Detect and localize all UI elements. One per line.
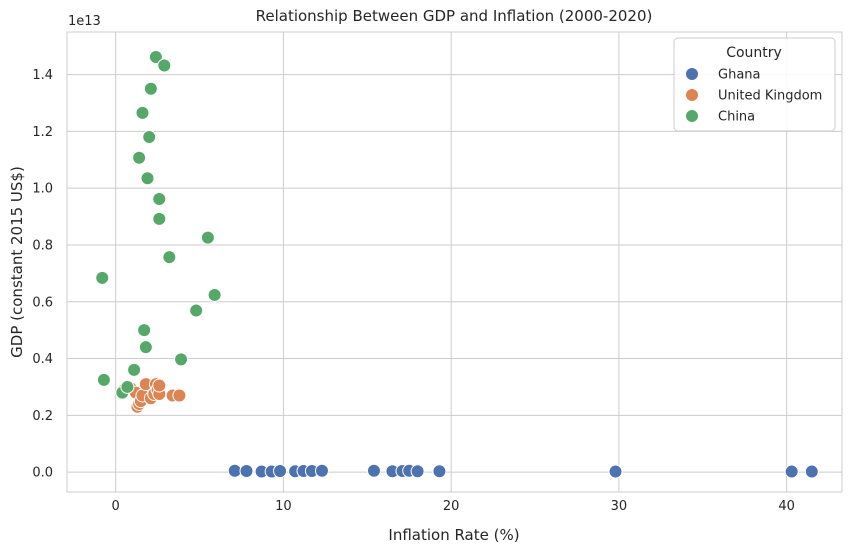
data-point [127, 362, 142, 377]
x-axis-label: Inflation Rate (%) [388, 526, 519, 544]
data-point [174, 352, 189, 367]
data-point [200, 230, 215, 245]
series-china [95, 49, 222, 400]
data-point [410, 464, 425, 479]
x-tick-label: 0 [112, 499, 120, 514]
data-point [138, 340, 153, 355]
y-tick-label: 0.2 [32, 409, 53, 424]
legend-label: United Kingdom [718, 89, 822, 104]
legend-marker [685, 109, 699, 123]
data-point [239, 463, 254, 478]
legend-items: Ghana United Kingdom China [685, 67, 822, 125]
data-point [172, 388, 187, 403]
chart-title: Relationship Between GDP and Inflation (… [256, 7, 653, 25]
x-tick-labels: 0 10 20 30 40 [112, 499, 795, 514]
data-point [366, 463, 381, 478]
x-tick-label: 20 [443, 499, 460, 514]
legend-label: Ghana [718, 68, 761, 83]
y-tick-label: 0.0 [32, 466, 53, 481]
y-axis-label: GDP (constant 2015 US$) [8, 166, 26, 358]
legend-box [673, 37, 836, 132]
y-tick-label: 1.4 [32, 68, 53, 83]
data-point [142, 130, 157, 145]
y-tick-label: 0.4 [32, 352, 53, 367]
y-tick-label: 0.8 [32, 238, 53, 253]
data-point [140, 171, 155, 186]
data-point [95, 270, 110, 285]
data-point [96, 372, 111, 387]
data-point [148, 49, 163, 64]
data-point [162, 250, 177, 265]
data-point [784, 464, 799, 479]
y-tick-label: 0.6 [32, 295, 53, 310]
x-tick-label: 30 [611, 499, 628, 514]
data-point [135, 105, 150, 120]
data-point [189, 303, 204, 318]
data-point [152, 191, 167, 206]
y-offset-label: 1e13 [68, 14, 101, 29]
data-point [152, 378, 167, 393]
data-point [152, 211, 167, 226]
data-point [120, 379, 135, 394]
y-tick-label: 1.0 [32, 182, 53, 197]
data-point [432, 464, 447, 479]
data-point [157, 58, 172, 73]
data-point [207, 287, 222, 302]
gridlines [67, 32, 842, 492]
x-tick-label: 10 [275, 499, 292, 514]
data-point [143, 81, 158, 96]
legend-marker [685, 67, 699, 81]
plot-frame [66, 31, 843, 493]
data-point [132, 150, 147, 165]
data-point [137, 323, 152, 338]
data-point [804, 464, 819, 479]
legend-title: Country [726, 45, 782, 61]
data-points [95, 49, 819, 479]
data-point [273, 463, 288, 478]
legend-label: China [718, 110, 755, 125]
data-point [608, 464, 623, 479]
legend: Country Ghana United Kingdom China [673, 37, 836, 132]
legend-marker [685, 88, 699, 102]
data-point [314, 463, 329, 478]
series-ghana [227, 463, 819, 479]
y-tick-label: 1.2 [32, 125, 53, 140]
x-tick-label: 40 [778, 499, 795, 514]
data-point [227, 463, 242, 478]
y-tick-labels: 0.0 0.2 0.4 0.6 0.8 1.0 1.2 1.4 [32, 68, 53, 481]
